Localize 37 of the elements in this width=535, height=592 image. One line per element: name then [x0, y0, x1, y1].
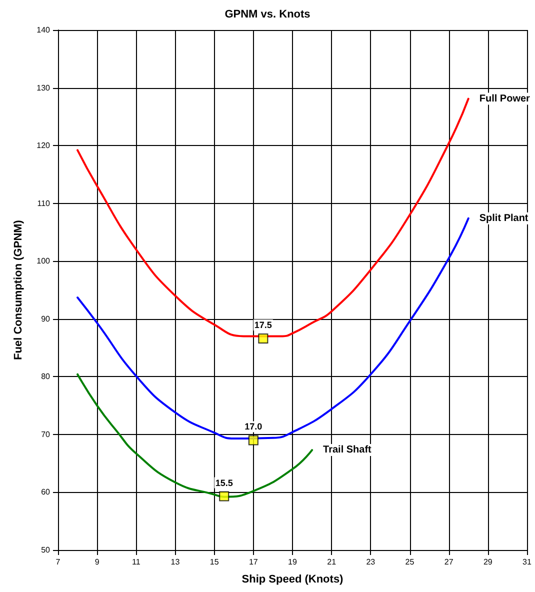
series-label: Split Plant: [479, 212, 529, 224]
annotation: 15.5: [215, 478, 233, 488]
y-tick-label: 140: [36, 26, 51, 34]
y-tick-label: 110: [37, 198, 51, 208]
annotation: 17.0: [244, 422, 262, 432]
x-tick-label: 9: [94, 558, 100, 566]
point: [219, 491, 230, 502]
series-label: Trail Shaft: [323, 444, 372, 456]
point: [258, 334, 268, 344]
x-tick-label: 17: [248, 558, 258, 566]
x-axis-title: Ship Speed (Knots): [242, 574, 344, 586]
series-label: Full Power: [479, 93, 530, 104]
y-tick-label: 60: [41, 488, 51, 497]
y-tick-label: 90: [41, 314, 51, 324]
y-tick-label: 70: [41, 430, 51, 439]
x-tick-label: 27: [444, 558, 454, 566]
y-axis-title: Fuel Consumption (GPNM): [12, 220, 24, 360]
point: [248, 435, 258, 446]
x-tick-label: 31: [522, 558, 532, 566]
line-series: [76, 217, 470, 440]
y-tick-label: 50: [41, 546, 51, 554]
x-tick-label: 23: [366, 558, 376, 566]
x-tick-label: 13: [170, 558, 180, 566]
x-tick-label: 7: [56, 558, 61, 566]
x-tick-label: 29: [483, 558, 493, 566]
y-tick-label: 100: [36, 256, 51, 266]
y-tick-label: 130: [36, 83, 51, 92]
x-tick-label: 21: [327, 558, 337, 566]
line-series: [76, 98, 470, 338]
x-tick-label: 15: [210, 558, 220, 566]
annotation: 17.5: [254, 320, 272, 330]
y-tick-label: 120: [36, 141, 51, 150]
y-tick-label: 80: [41, 372, 51, 382]
x-tick-label: 19: [288, 558, 298, 566]
x-tick-label: 11: [132, 558, 141, 566]
x-tick-label: 25: [405, 558, 415, 566]
chart-title: GPNM vs. Knots: [224, 8, 310, 20]
